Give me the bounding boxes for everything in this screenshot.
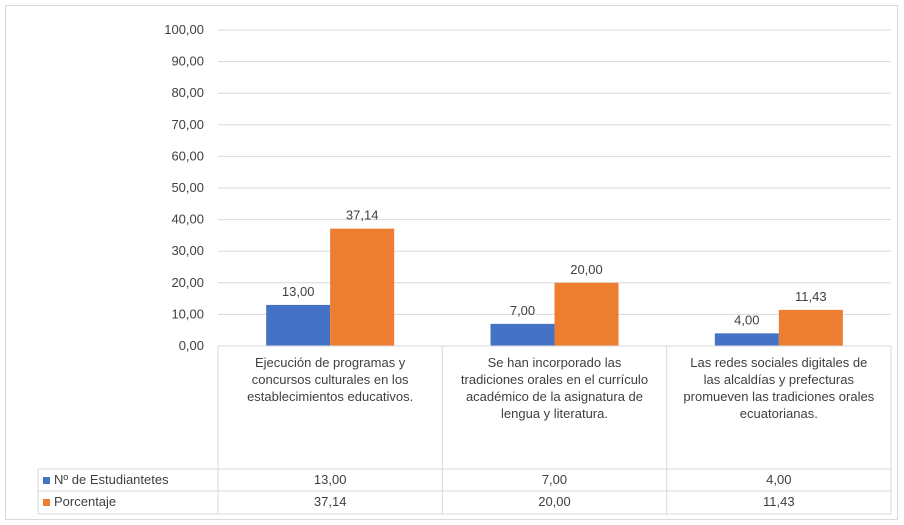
y-tick-label: 50,00 <box>171 180 204 195</box>
table-cell: 4,00 <box>766 472 792 487</box>
y-tick-label: 0,00 <box>179 338 204 353</box>
legend-entry: Porcentaje <box>39 491 116 513</box>
data-label: 20,00 <box>570 262 603 277</box>
bar-estudiantes <box>714 333 779 346</box>
bar-porcentaje <box>330 228 395 346</box>
legend-label: Nº de Estudiantetes <box>54 472 169 487</box>
y-tick-label: 80,00 <box>171 85 204 100</box>
y-tick-label: 30,00 <box>171 243 204 258</box>
bar-porcentaje <box>778 309 843 346</box>
y-tick-label: 10,00 <box>171 306 204 321</box>
table-cell: 7,00 <box>541 472 568 487</box>
bar-chart: 0,00 10,00 20,00 30,00 40,00 50,00 60,00 70,00 8… <box>37 22 892 515</box>
legend-key <box>43 476 50 484</box>
chart-frame: 0,00 10,00 20,00 30,00 40,00 50,00 60,00 70,00 8… <box>5 5 898 520</box>
legend-key <box>43 498 50 506</box>
bar-estudiantes <box>490 323 555 346</box>
data-label: 11,43 <box>795 289 827 304</box>
bar-porcentaje <box>554 282 619 346</box>
table-cell: 20,00 <box>538 494 571 509</box>
data-label: 37,14 <box>346 208 379 223</box>
category-label: Ejecución de programas y concursos cultu… <box>247 355 414 404</box>
table-cell: 13,00 <box>313 472 347 487</box>
legend-label: Porcentaje <box>54 494 117 509</box>
table-cell: 37,14 <box>313 494 347 509</box>
data-label: 4,00 <box>734 312 759 327</box>
y-tick-label: 40,00 <box>171 212 204 227</box>
category-label: Se han incorporado las tradiciones orale… <box>460 355 649 421</box>
y-tick-label: 20,00 <box>171 275 204 290</box>
y-tick-label: 100,00 <box>164 22 204 37</box>
y-tick-label: 60,00 <box>171 148 204 163</box>
bar-estudiantes <box>266 304 331 346</box>
y-tick-label: 90,00 <box>171 54 204 69</box>
category-label: Las redes sociales digitales de las alca… <box>683 355 875 421</box>
y-tick-label: 70,00 <box>171 117 204 132</box>
legend-entry: Nº de Estudiantetes <box>39 469 169 491</box>
data-label: 13,00 <box>282 284 315 299</box>
data-label: 7,00 <box>510 303 535 318</box>
table-cell: 11,43 <box>763 494 795 509</box>
